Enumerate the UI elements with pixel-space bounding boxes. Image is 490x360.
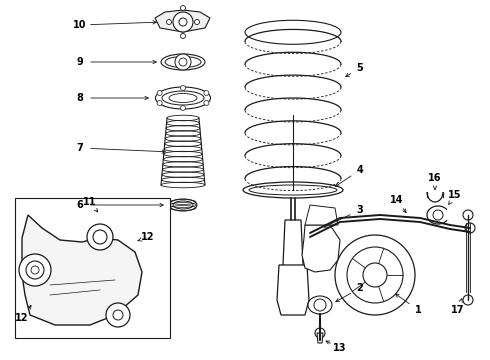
Polygon shape [283, 220, 303, 285]
Circle shape [463, 210, 473, 220]
Polygon shape [305, 205, 338, 225]
Text: 6: 6 [76, 200, 83, 210]
Text: 14: 14 [390, 195, 404, 205]
Text: 1: 1 [415, 305, 421, 315]
Circle shape [31, 266, 39, 274]
Text: 2: 2 [357, 283, 364, 293]
Circle shape [26, 261, 44, 279]
Text: 7: 7 [76, 143, 83, 153]
Circle shape [179, 58, 187, 66]
Circle shape [180, 33, 186, 39]
Circle shape [87, 224, 113, 250]
Ellipse shape [249, 185, 337, 195]
Circle shape [314, 299, 326, 311]
Polygon shape [277, 265, 309, 315]
Text: 4: 4 [357, 165, 364, 175]
Circle shape [347, 247, 403, 303]
Bar [15, 198, 170, 338]
Circle shape [433, 210, 443, 220]
Ellipse shape [162, 91, 204, 105]
Ellipse shape [161, 54, 205, 70]
Circle shape [335, 235, 415, 315]
Circle shape [157, 90, 162, 95]
Text: 10: 10 [73, 20, 87, 30]
Ellipse shape [155, 87, 211, 109]
Circle shape [167, 19, 172, 24]
Text: 13: 13 [333, 343, 347, 353]
Circle shape [179, 18, 187, 26]
Text: 9: 9 [76, 57, 83, 67]
Text: 5: 5 [357, 63, 364, 73]
Ellipse shape [169, 199, 197, 211]
Text: 12: 12 [15, 313, 29, 323]
Circle shape [180, 5, 186, 10]
Circle shape [180, 86, 186, 90]
Circle shape [315, 328, 325, 338]
Ellipse shape [243, 182, 343, 198]
Polygon shape [22, 215, 142, 325]
Circle shape [113, 310, 123, 320]
Circle shape [463, 295, 473, 305]
Text: 11: 11 [83, 197, 97, 207]
Circle shape [204, 100, 209, 105]
Circle shape [19, 254, 51, 286]
Ellipse shape [169, 94, 197, 103]
Circle shape [173, 12, 193, 32]
Circle shape [204, 90, 209, 95]
Text: 15: 15 [448, 190, 462, 200]
Circle shape [363, 263, 387, 287]
Text: 12: 12 [141, 232, 155, 242]
Circle shape [93, 230, 107, 244]
Ellipse shape [308, 296, 332, 314]
Circle shape [157, 100, 162, 105]
Ellipse shape [165, 57, 201, 68]
Text: 3: 3 [357, 205, 364, 215]
Text: 8: 8 [76, 93, 83, 103]
Circle shape [180, 105, 186, 111]
Circle shape [106, 303, 130, 327]
Polygon shape [155, 10, 210, 32]
Circle shape [195, 19, 199, 24]
Polygon shape [317, 333, 323, 343]
Circle shape [465, 223, 475, 233]
Text: 16: 16 [428, 173, 442, 183]
Ellipse shape [173, 201, 193, 209]
Polygon shape [302, 225, 340, 272]
Text: 17: 17 [451, 305, 465, 315]
Circle shape [175, 54, 191, 70]
